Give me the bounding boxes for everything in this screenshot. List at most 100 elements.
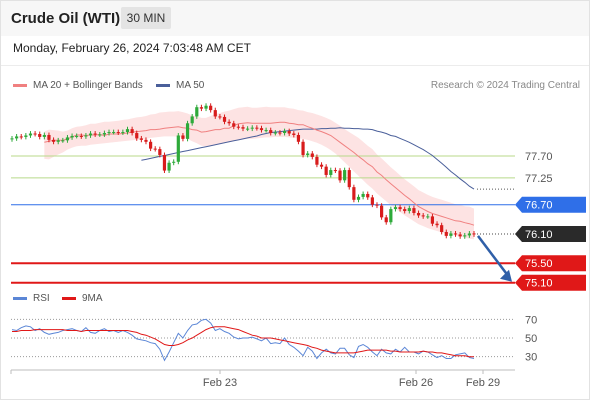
candle-body — [162, 154, 167, 171]
candle-body — [416, 212, 421, 216]
candle-body — [407, 208, 411, 212]
candle-body — [51, 139, 56, 142]
rsi-ma-line — [12, 326, 474, 358]
candle-body — [435, 223, 439, 226]
candle-body — [56, 140, 60, 142]
rsi-level-label-50: 50 — [525, 333, 537, 345]
support-label-2-tag — [515, 274, 586, 291]
candle-body — [264, 130, 268, 132]
candle-body — [412, 208, 416, 213]
forecast-arrow-head — [500, 269, 512, 282]
candle-body — [356, 196, 361, 200]
candle-body — [361, 193, 365, 197]
candle-body — [61, 140, 65, 142]
chart-header: Crude Oil (WTI) 30 MIN — [0, 0, 590, 36]
research-credit: Research © 2024 Trading Central — [430, 80, 580, 91]
candle-body — [227, 121, 231, 124]
candle-body — [102, 133, 106, 135]
candle-body — [319, 164, 324, 167]
candle-body — [453, 233, 458, 235]
legend-ma20-label: MA 20 + Bollinger Bands — [33, 80, 143, 91]
candle-body — [79, 135, 83, 137]
candle-body — [84, 135, 88, 137]
candle-body — [158, 149, 162, 155]
legend-9ma-label: 9MA — [82, 293, 103, 304]
candle-body — [444, 231, 448, 236]
candle-body — [70, 135, 74, 138]
candle-body — [181, 135, 185, 139]
candle-body — [430, 216, 435, 224]
candle-body — [107, 132, 111, 134]
support-label-1-tag — [515, 255, 586, 272]
candle-body — [403, 209, 407, 212]
legend-ma50: MA 50 — [156, 80, 204, 91]
candle-body — [398, 207, 402, 210]
candle-body — [380, 205, 384, 218]
resistance-label-2: 77.25 — [525, 173, 553, 185]
candle-body — [467, 233, 471, 236]
candle-body — [88, 133, 93, 136]
bollinger-band — [44, 106, 475, 240]
rsi-level-label-30: 30 — [525, 352, 537, 364]
candle-body — [352, 187, 356, 200]
candle-body — [463, 235, 467, 237]
forecast-arrow-shaft — [477, 235, 509, 277]
rsi-line — [11, 318, 475, 362]
candle-body — [199, 107, 204, 109]
candle-body — [255, 127, 259, 129]
timestamp: Monday, February 26, 2024 7:03:48 AM CET — [13, 41, 251, 55]
current-price-label-tag — [515, 225, 586, 242]
candle-body — [75, 135, 79, 137]
pivot-label-tag — [515, 196, 586, 213]
candle-body — [213, 110, 217, 117]
candle-body — [426, 216, 430, 218]
legend-ma50-label: MA 50 — [176, 80, 205, 91]
ma20-swatch — [13, 84, 27, 87]
legend-rsi: RSI — [13, 293, 50, 304]
candle-body — [338, 170, 342, 181]
candle-body — [458, 234, 462, 237]
candle-body — [287, 131, 291, 134]
candle-body — [47, 134, 51, 140]
legend-9ma: 9MA — [62, 293, 103, 304]
candle-body — [218, 116, 222, 118]
candle-body — [370, 197, 374, 205]
candle-body — [33, 133, 37, 135]
candle-body — [389, 209, 393, 223]
candle-body — [440, 225, 444, 232]
candle-body — [144, 139, 148, 142]
legend-ma20: MA 20 + Bollinger Bands — [13, 80, 143, 91]
candle-body — [292, 133, 296, 135]
instrument-title: Crude Oil (WTI) — [11, 10, 121, 27]
ma50-line — [141, 127, 475, 190]
candle-body — [273, 132, 277, 134]
candle-body — [246, 128, 250, 130]
candle-body — [315, 156, 319, 165]
candle-body — [329, 170, 333, 175]
candle-body — [204, 105, 208, 109]
candle-body — [24, 135, 28, 137]
candle-body — [347, 170, 351, 188]
candle-body — [190, 116, 194, 124]
rsi-level-label-70: 70 — [525, 314, 537, 326]
candle-body — [278, 132, 282, 134]
candle-body — [241, 127, 245, 129]
candle-body — [306, 153, 310, 155]
candle-body — [125, 129, 130, 133]
x-tick-label: Feb 29 — [466, 377, 500, 389]
candle-body — [185, 123, 190, 139]
candle-body — [167, 162, 171, 171]
candle-body — [98, 134, 102, 136]
candle-body — [38, 134, 42, 137]
candle-body — [172, 161, 176, 163]
candle-body — [393, 207, 398, 210]
candle-body — [310, 153, 314, 157]
candle-body — [366, 193, 370, 198]
candle-body — [296, 134, 301, 142]
candle-body — [472, 233, 476, 235]
candle-body — [282, 131, 287, 134]
candle-body — [301, 141, 305, 155]
interval-button[interactable]: 30 MIN — [121, 7, 171, 29]
candle-body — [176, 135, 180, 162]
